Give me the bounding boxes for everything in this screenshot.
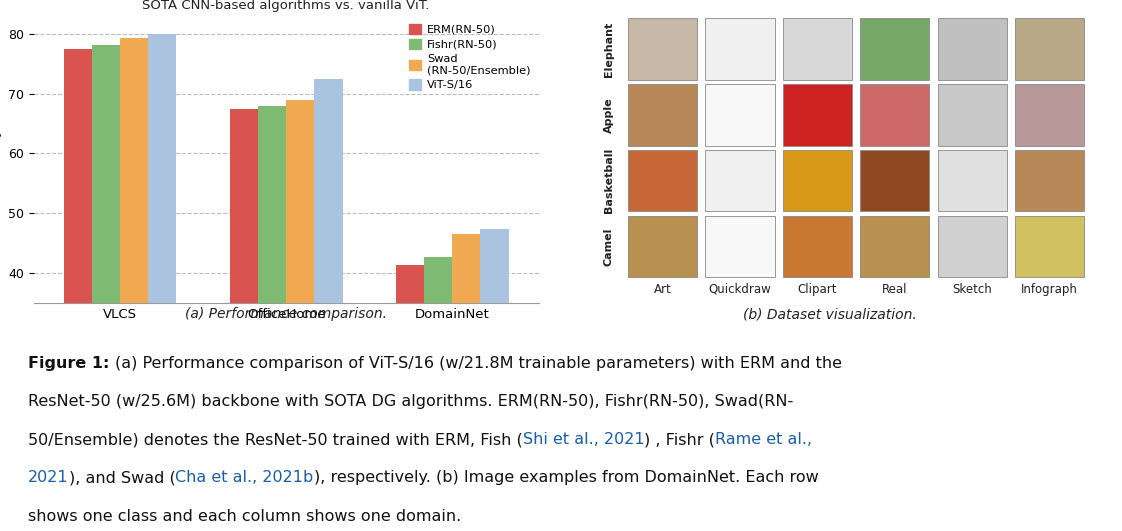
Bar bbox=[424, 256, 452, 512]
Text: Sketch: Sketch bbox=[953, 282, 992, 296]
Bar bbox=[1015, 84, 1084, 145]
Bar bbox=[938, 84, 1006, 145]
Text: Basketball: Basketball bbox=[604, 148, 614, 213]
Bar bbox=[452, 234, 480, 512]
Bar bbox=[938, 150, 1006, 211]
Text: Figure 1:: Figure 1: bbox=[28, 356, 116, 371]
Y-axis label: Accuracy: Accuracy bbox=[0, 127, 2, 191]
Bar bbox=[64, 49, 92, 512]
Bar bbox=[706, 150, 774, 211]
Text: Elephant: Elephant bbox=[604, 21, 614, 76]
Bar bbox=[706, 84, 774, 145]
Bar bbox=[120, 38, 148, 512]
Bar bbox=[861, 18, 929, 80]
Bar bbox=[230, 108, 258, 512]
Bar bbox=[783, 18, 852, 80]
Text: 50/Ensemble) denotes the ResNet-50 trained with ERM, Fish (: 50/Ensemble) denotes the ResNet-50 train… bbox=[28, 432, 523, 447]
Bar bbox=[314, 79, 342, 512]
Text: (a) Performance comparison.: (a) Performance comparison. bbox=[185, 307, 387, 321]
Text: Rame et al.,: Rame et al., bbox=[716, 432, 812, 447]
Bar bbox=[706, 216, 774, 277]
Bar bbox=[861, 150, 929, 211]
Text: Cha et al., 2021b: Cha et al., 2021b bbox=[175, 470, 314, 485]
Bar bbox=[628, 84, 697, 145]
Title: SOTA CNN-based algorithms vs. vanilla ViT.: SOTA CNN-based algorithms vs. vanilla Vi… bbox=[142, 0, 430, 12]
Text: Camel: Camel bbox=[604, 228, 614, 266]
Text: ), and Swad (: ), and Swad ( bbox=[68, 470, 175, 485]
Bar bbox=[938, 18, 1006, 80]
Legend: ERM(RN-50), Fishr(RN-50), Swad
(RN-50/Ensemble), ViT-S/16: ERM(RN-50), Fishr(RN-50), Swad (RN-50/En… bbox=[406, 22, 533, 93]
Bar bbox=[783, 216, 852, 277]
Bar bbox=[286, 100, 314, 512]
Bar bbox=[396, 265, 424, 512]
Bar bbox=[1015, 150, 1084, 211]
Bar bbox=[938, 216, 1006, 277]
Bar bbox=[148, 35, 176, 512]
Bar bbox=[480, 229, 508, 512]
Bar bbox=[706, 18, 774, 80]
Text: Real: Real bbox=[882, 282, 908, 296]
Bar bbox=[861, 84, 929, 145]
Text: Clipart: Clipart bbox=[798, 282, 837, 296]
Bar bbox=[783, 84, 852, 145]
Bar bbox=[258, 106, 286, 512]
Text: ResNet-50 (w/25.6M) backbone with SOTA DG algorithms. ERM(RN-50), Fishr(RN-50), : ResNet-50 (w/25.6M) backbone with SOTA D… bbox=[28, 394, 793, 409]
Text: Shi et al., 2021: Shi et al., 2021 bbox=[523, 432, 644, 447]
Bar bbox=[1015, 18, 1084, 80]
Text: ) , Fishr (: ) , Fishr ( bbox=[644, 432, 716, 447]
Text: Quickdraw: Quickdraw bbox=[709, 282, 771, 296]
Bar bbox=[628, 216, 697, 277]
Text: shows one class and each column shows one domain.: shows one class and each column shows on… bbox=[28, 509, 461, 524]
Text: (b) Dataset visualization.: (b) Dataset visualization. bbox=[744, 307, 917, 321]
Text: Apple: Apple bbox=[604, 97, 614, 133]
Text: 2021: 2021 bbox=[28, 470, 68, 485]
Bar bbox=[861, 216, 929, 277]
Bar bbox=[1015, 216, 1084, 277]
Text: Infograph: Infograph bbox=[1021, 282, 1078, 296]
Bar bbox=[628, 18, 697, 80]
Bar bbox=[628, 150, 697, 211]
Bar bbox=[783, 150, 852, 211]
Text: Art: Art bbox=[654, 282, 671, 296]
Bar bbox=[92, 45, 120, 512]
Text: (a) Performance comparison of ViT-S/16 (w/21.8M trainable parameters) with ERM a: (a) Performance comparison of ViT-S/16 (… bbox=[116, 356, 842, 371]
Text: ), respectively. (b) Image examples from DomainNet. Each row: ), respectively. (b) Image examples from… bbox=[314, 470, 818, 485]
